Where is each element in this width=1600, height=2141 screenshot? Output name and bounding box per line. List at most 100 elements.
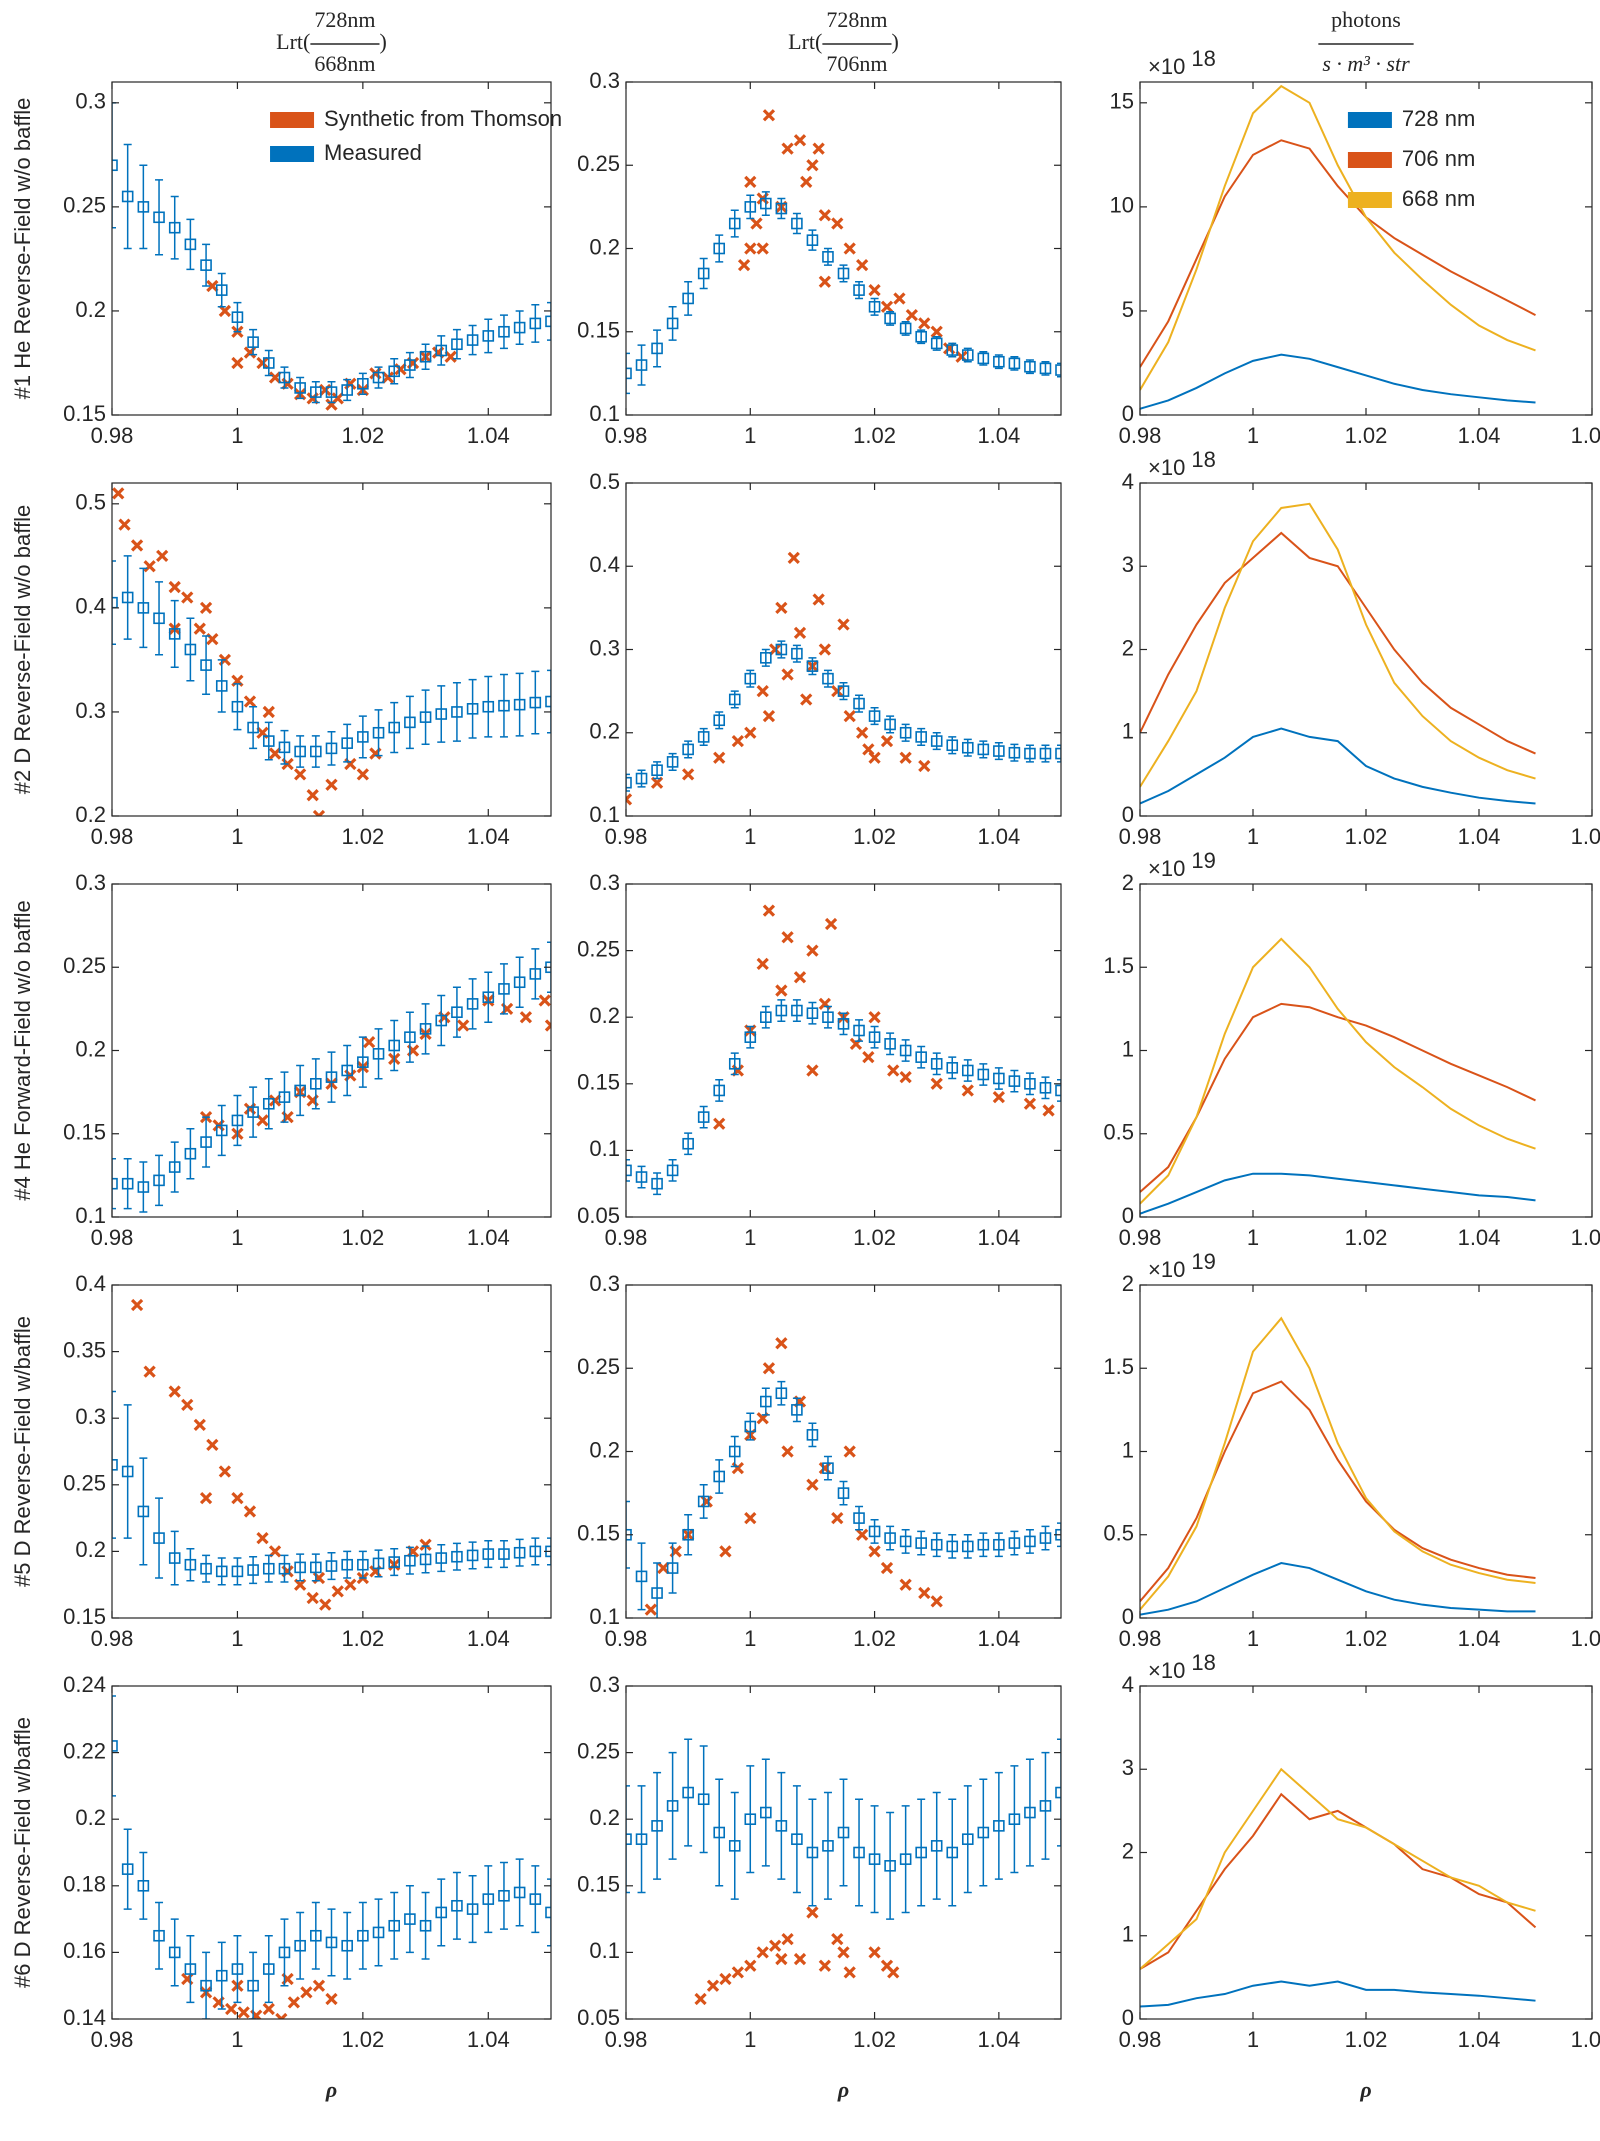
error-bar (421, 1003, 430, 1055)
synthetic-marker (231, 356, 244, 370)
error-bar (155, 1497, 164, 1579)
error-bar (808, 1798, 817, 1907)
y-tick-label: 0.1 (589, 1604, 620, 1629)
y-multiplier: ×10 (1148, 54, 1185, 79)
error-bar (684, 281, 693, 316)
error-bar (327, 1908, 336, 1977)
measured-marker (993, 1820, 1005, 1832)
synthetic-marker (880, 734, 894, 748)
error-bar (637, 1542, 646, 1611)
synthetic-marker (905, 308, 918, 322)
error-bar (932, 1052, 941, 1076)
error-bar (839, 1480, 848, 1506)
measured-marker (1055, 747, 1061, 760)
error-bar (531, 303, 540, 343)
y-tick-label: 0.3 (75, 698, 106, 723)
measured-marker (294, 1084, 306, 1097)
error-bar (1057, 362, 1061, 378)
y-tick-label: 3 (1122, 1755, 1134, 1780)
measured-marker (884, 1532, 896, 1544)
measured-marker (1008, 1075, 1021, 1087)
error-bar (296, 376, 305, 400)
synthetic-marker (899, 1578, 912, 1591)
error-bar (452, 682, 461, 742)
error-bar (1025, 1072, 1034, 1096)
synthetic-marker (930, 325, 943, 338)
y-multiplier-exponent: 18 (1191, 447, 1215, 472)
synthetic-marker (818, 643, 831, 656)
error-bar (233, 301, 242, 333)
measured-marker (451, 338, 463, 351)
error-bar (139, 567, 148, 649)
x-tick-label: 1 (744, 824, 756, 849)
error-bar (155, 179, 164, 256)
error-bar (484, 971, 493, 1023)
measured-marker (498, 699, 510, 712)
x-tick-label: 1.04 (1458, 423, 1501, 448)
error-bar (405, 351, 414, 379)
series-line (1140, 1172, 1536, 1215)
error-bar (1057, 1079, 1061, 1102)
measured-marker (1039, 362, 1052, 375)
error-bar (468, 678, 477, 739)
measured-marker (419, 350, 432, 363)
y-tick-label: 0.3 (75, 870, 106, 895)
measured-marker (697, 731, 710, 743)
y-tick-label: 0.5 (1103, 1120, 1134, 1145)
error-bar (515, 1538, 524, 1567)
synthetic-marker (806, 1478, 819, 1491)
error-bar (233, 683, 242, 731)
measured-marker (310, 1929, 322, 1942)
y-tick-label: 1 (1122, 1036, 1134, 1061)
error-bar (626, 352, 630, 395)
measured-marker (961, 1540, 974, 1553)
measured-marker (666, 1562, 679, 1574)
error-bar (264, 721, 273, 761)
synthetic-marker (899, 1071, 912, 1084)
synthetic-marker (856, 259, 869, 272)
synthetic-marker (193, 622, 206, 635)
error-bar (777, 1771, 786, 1880)
synthetic-marker (961, 1084, 974, 1097)
measured-marker (466, 334, 479, 346)
measured-marker (388, 1556, 401, 1568)
synthetic-marker (756, 1946, 769, 1959)
measured-marker (1008, 746, 1021, 759)
synthetic-marker (856, 1528, 869, 1541)
x-tick-label: 1.04 (467, 1225, 510, 1250)
synthetic-marker (312, 1979, 326, 1992)
synthetic-marker (168, 580, 181, 594)
x-tick-label: 1.02 (341, 1225, 384, 1250)
series-line (1140, 1767, 1536, 1970)
error-bar (249, 1555, 258, 1585)
measured-marker (231, 1963, 244, 1975)
measured-marker (697, 1793, 710, 1806)
measured-marker (744, 1031, 757, 1043)
measured-marker (993, 1072, 1005, 1085)
synthetic-marker (868, 1011, 881, 1024)
error-bar (499, 1861, 508, 1930)
error-bar (870, 1519, 879, 1544)
measured-marker (946, 739, 959, 752)
x-tick-label: 0.98 (605, 2027, 648, 2052)
synthetic-marker (206, 279, 219, 293)
y-tick-label: 0.25 (577, 936, 620, 961)
y-tick-label: 0.25 (577, 1738, 620, 1763)
error-bar (792, 1397, 801, 1423)
error-bar (932, 1532, 941, 1558)
measured-marker (961, 1064, 974, 1077)
measured-marker (153, 1532, 165, 1544)
error-bar (405, 1885, 414, 1954)
x-tick-label: 1.06 (1571, 1225, 1600, 1250)
error-bar (280, 366, 289, 389)
measured-marker (822, 1011, 834, 1024)
error-bar (343, 1044, 352, 1097)
series-line (1140, 139, 1536, 368)
y-multiplier: ×10 (1148, 856, 1185, 881)
synthetic-marker (268, 747, 282, 760)
synthetic-marker (181, 591, 194, 604)
measured-marker (977, 1068, 990, 1081)
measured-marker (791, 1833, 803, 1845)
measured-marker (341, 737, 353, 749)
error-bar (886, 1032, 895, 1056)
